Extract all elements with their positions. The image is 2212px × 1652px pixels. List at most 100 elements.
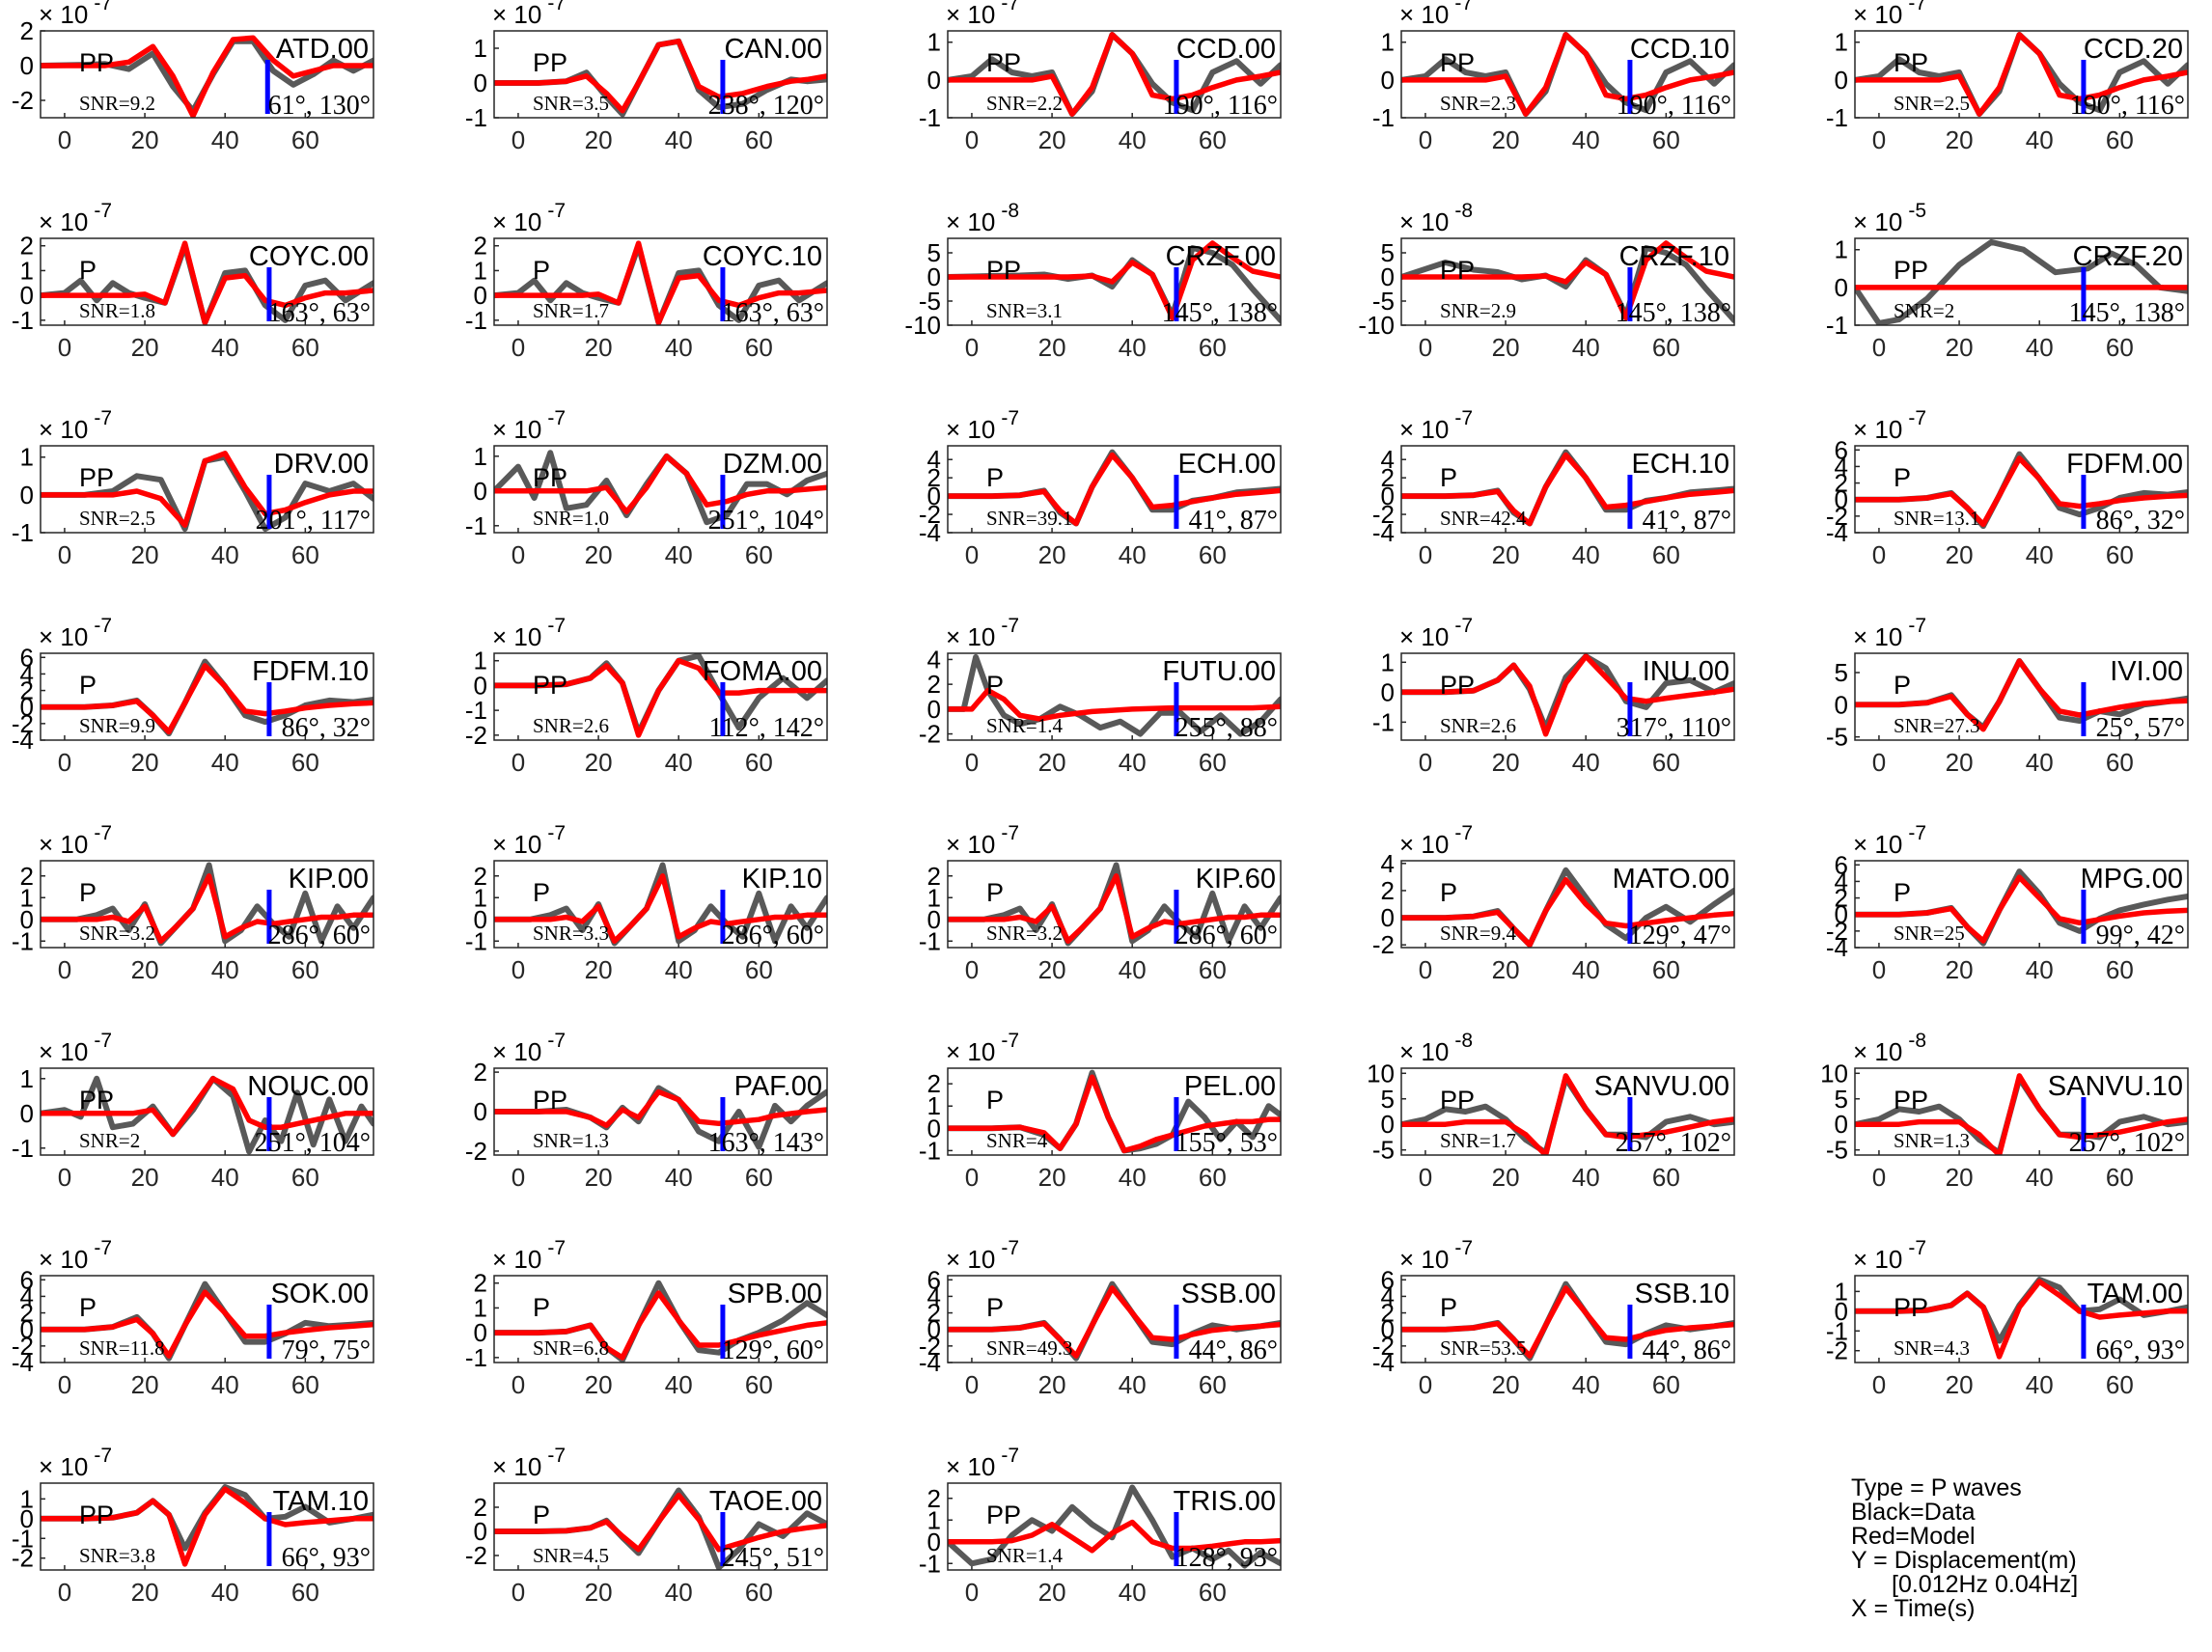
station-label: NOUC.00: [247, 1071, 369, 1102]
x-tick-label: 0: [1419, 333, 1432, 362]
y-tick-label: 0: [1381, 262, 1395, 291]
x-tick-label: 40: [1119, 955, 1147, 984]
axes-box: [947, 30, 1282, 119]
axes-box: [1400, 860, 1735, 949]
x-tick-label: 40: [211, 540, 239, 569]
axes-box: [947, 860, 1282, 949]
model-trace: [41, 451, 373, 528]
x-tick-label: 60: [2106, 748, 2134, 777]
x-tick-label: 20: [1492, 540, 1520, 569]
angles-label: 286°, 60°: [268, 921, 371, 950]
phase-label: P: [1440, 878, 1457, 907]
y-tick-label: 0: [20, 1504, 34, 1533]
x-tick-label: 0: [512, 955, 525, 984]
x-tick-label: 0: [1419, 1163, 1432, 1192]
y-tick-label: -1: [12, 306, 34, 335]
x-tick-label: 20: [131, 540, 159, 569]
exponent-label: × 10 -7: [946, 1030, 1019, 1066]
snr-label: SNR=4.5: [533, 1544, 609, 1567]
x-tick-label: 0: [1419, 955, 1432, 984]
y-tick-label: 2: [474, 232, 487, 261]
y-tick-label: -5: [1826, 723, 1848, 752]
axes-box: [493, 860, 828, 949]
station-label: SANVU.00: [1594, 1071, 1729, 1102]
y-tick-label: 1: [1381, 28, 1395, 57]
x-tick-label: 60: [2106, 955, 2134, 984]
axes-box: [1400, 1275, 1735, 1363]
exponent-label: × 10 -7: [1399, 822, 1473, 859]
exponent-label: × 10 -7: [946, 407, 1019, 444]
angles-label: 44°, 86°: [1189, 1335, 1278, 1365]
x-tick-label: 40: [1572, 540, 1600, 569]
legend-type: Type = P waves: [1851, 1474, 2022, 1501]
phase-label: PP: [986, 256, 1021, 285]
x-tick-label: 40: [2026, 748, 2054, 777]
x-tick-label: 40: [2026, 540, 2054, 569]
y-tick-label: -5: [1826, 1136, 1848, 1165]
exponent-label: × 10 -5: [1853, 200, 1926, 236]
exponent-label: × 10 -7: [1399, 1237, 1473, 1274]
angles-label: 129°, 47°: [1629, 921, 1731, 950]
y-tick-label: 1: [927, 28, 941, 57]
model-trace: [494, 657, 827, 738]
y-tick-label: 10: [1820, 1059, 1848, 1088]
x-tick-label: 60: [1652, 748, 1680, 777]
y-tick-label: 0: [474, 1097, 487, 1126]
x-tick-label: 60: [1199, 125, 1227, 154]
x-tick-label: 20: [131, 748, 159, 777]
station-label: CCD.00: [1176, 34, 1276, 65]
y-tick-label: -2: [1826, 502, 1848, 531]
angles-label: 317°, 110°: [1617, 713, 1731, 743]
x-tick-label: 40: [1572, 1163, 1600, 1192]
phase-label: P: [1440, 1293, 1457, 1322]
axes-box: [1400, 237, 1735, 326]
y-tick-label: 0: [927, 66, 941, 95]
x-tick-label: 0: [1872, 125, 1886, 154]
station-label: TAM.10: [273, 1486, 369, 1517]
y-tick-label: -2: [12, 1332, 34, 1361]
y-tick-label: 0: [1381, 677, 1395, 706]
y-tick-label: 0: [1835, 66, 1848, 95]
exponent-label: × 10 -8: [1399, 1030, 1473, 1066]
station-label: SSB.00: [1181, 1279, 1276, 1309]
x-tick-label: 40: [1572, 125, 1600, 154]
y-tick-label: 1: [474, 883, 487, 912]
angles-label: 128°, 93°: [1175, 1543, 1278, 1573]
x-tick-label: 0: [1872, 540, 1886, 569]
panel-ccd-10: 1 0 -1 0 20 40 60 × 10 -7 PP CCD.10 SNR=2.3 190°, 11…: [1372, 0, 1735, 154]
y-tick-label: 4: [1381, 1281, 1395, 1310]
x-tick-label: 0: [512, 540, 525, 569]
axes-box: [493, 1275, 828, 1363]
station-label: CRZF.10: [1619, 241, 1729, 272]
axes-box: [1854, 1067, 2189, 1156]
angles-label: 61°, 130°: [268, 91, 371, 121]
y-tick-label: -4: [12, 726, 34, 755]
y-tick-label: 6: [20, 1265, 34, 1294]
x-tick-label: 40: [665, 1370, 693, 1399]
y-tick-label: 2: [927, 1484, 941, 1513]
snr-label: SNR=2: [1894, 299, 1954, 322]
model-trace: [41, 873, 373, 945]
x-tick-label: 20: [1946, 955, 1974, 984]
y-tick-label: 0: [1381, 1110, 1395, 1139]
y-tick-label: 0: [20, 51, 34, 80]
snr-label: SNR=2.2: [986, 92, 1063, 115]
y-tick-label: 2: [474, 1058, 487, 1087]
x-tick-label: 0: [1872, 955, 1886, 984]
axes-box: [1400, 1067, 1735, 1156]
x-tick-label: 0: [512, 125, 525, 154]
y-tick-label: 0: [20, 1099, 34, 1128]
exponent-label: × 10 -7: [492, 1445, 566, 1481]
y-tick-label: 2: [927, 463, 941, 492]
legend-x: X = Time(s): [1851, 1595, 1976, 1622]
exponent-label: × 10 -7: [492, 200, 566, 236]
y-tick-label: 0: [1835, 690, 1848, 719]
exponent-label: × 10 -7: [946, 0, 1019, 29]
angles-label: 41°, 87°: [1189, 506, 1278, 536]
phase-label: PP: [79, 1086, 114, 1115]
y-tick-label: -1: [919, 926, 941, 955]
